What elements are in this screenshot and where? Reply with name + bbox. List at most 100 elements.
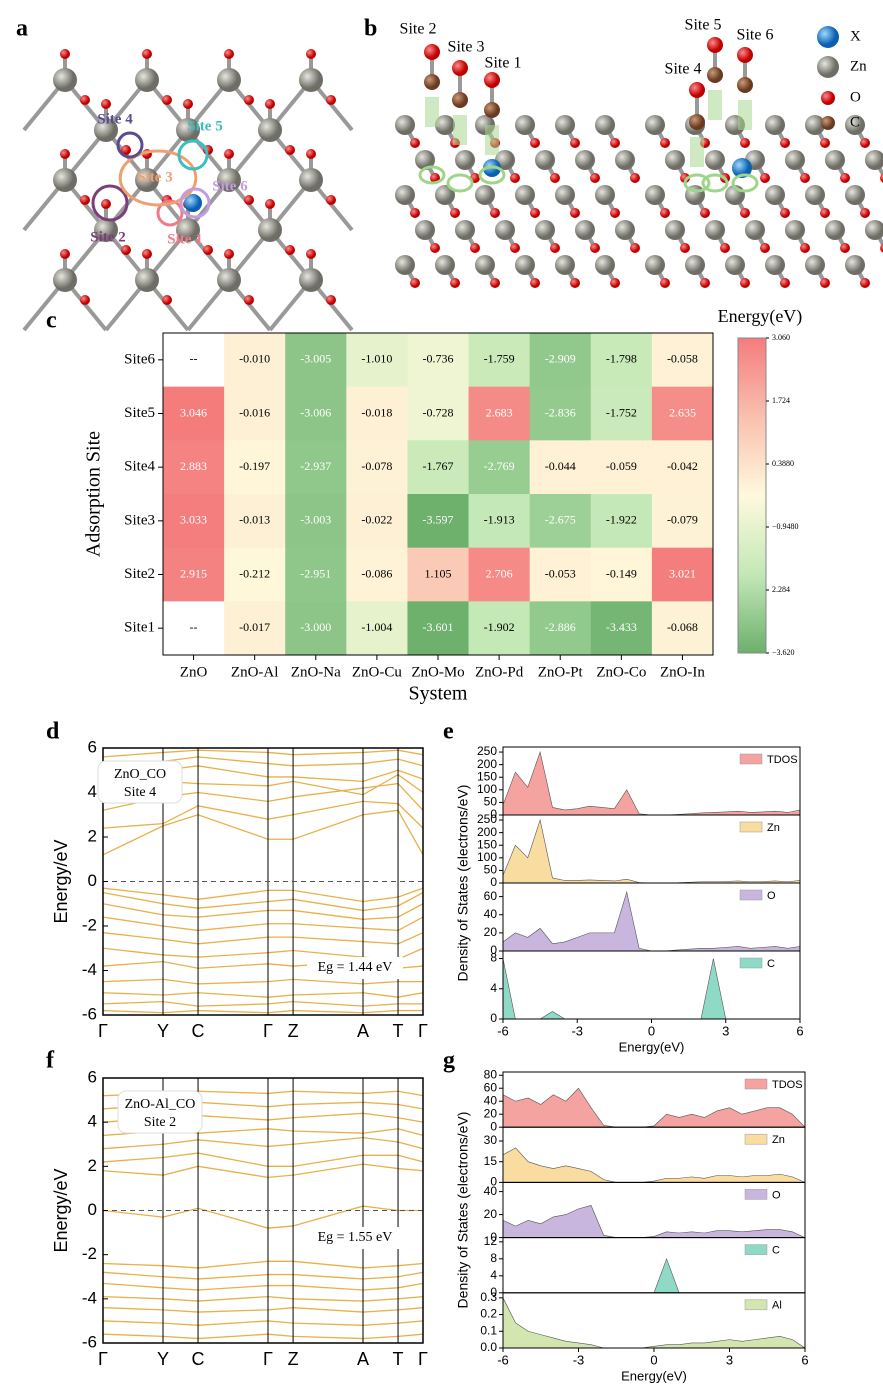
heat-cell [407, 386, 470, 441]
band [102, 1000, 423, 1007]
gap-label: Eg = 1.44 eV [318, 960, 393, 975]
atom [510, 243, 520, 253]
atom [820, 278, 830, 288]
heat-cell [529, 333, 592, 388]
cell-label: -0.016 [239, 405, 270, 419]
atom [737, 77, 753, 93]
atom [720, 243, 730, 253]
x-tick-label: ZnO-Cu [352, 664, 402, 680]
heat-cell [529, 494, 592, 549]
atom [805, 185, 825, 205]
y-tick-label: 100 [477, 850, 497, 864]
y-tick-label: 0.1 [480, 1323, 497, 1337]
x-tick-label: T [393, 1349, 404, 1369]
atom [224, 149, 234, 159]
site-label: Site 6 [212, 178, 248, 194]
y-tick-label: 8 [490, 951, 497, 965]
atom [410, 138, 420, 148]
heat-cell [529, 440, 592, 495]
cell-label: -2.909 [545, 352, 576, 366]
heat-cell [468, 547, 531, 602]
legend-label: Al [772, 1300, 782, 1312]
atom [142, 49, 152, 59]
atom [452, 60, 468, 76]
atom [825, 150, 845, 170]
x-tick-label: ZnO-Mo [411, 664, 464, 680]
atom [135, 268, 159, 292]
y-tick-label: 6 [88, 1067, 97, 1086]
x-axis-title: Energy(eV) [619, 1039, 685, 1054]
y-tick-label: 40 [484, 907, 498, 921]
y-tick-label: 0 [88, 871, 97, 890]
cell-label: -0.079 [667, 513, 698, 527]
legend-label: TDOS [767, 754, 798, 766]
atom [570, 278, 580, 288]
y-tick-label: 30 [484, 1133, 498, 1147]
heat-cell [468, 386, 531, 441]
legend-label: C [850, 114, 860, 130]
band [102, 887, 424, 903]
atom [203, 245, 213, 255]
atom [452, 92, 468, 108]
cell-label: -2.836 [545, 405, 576, 419]
atom [821, 91, 835, 105]
band [102, 749, 424, 758]
legend-swatch [744, 1133, 768, 1145]
y-tick-label: 0 [490, 875, 497, 889]
site-label: Site 4 [665, 61, 702, 78]
y-tick-label: -6 [82, 1332, 97, 1351]
colorbar-tick-label: −0.9480 [772, 522, 799, 531]
x-tick-label: ZnO-Na [291, 664, 341, 680]
atom [550, 243, 560, 253]
y-tick-label: 0 [88, 1200, 97, 1219]
annotation-box [117, 1090, 203, 1134]
cell-label: -1.010 [361, 352, 392, 366]
atom [665, 150, 685, 170]
colorbar [737, 337, 767, 654]
band [102, 916, 424, 932]
band [102, 932, 424, 945]
band [102, 1205, 423, 1229]
heat-cell [407, 440, 470, 495]
atom [800, 173, 810, 183]
band [102, 1295, 424, 1302]
atom [495, 220, 515, 240]
y-tick-label: Site1 [124, 620, 155, 636]
atom [845, 255, 865, 275]
x-tick-label: ZnO-Co [596, 664, 646, 680]
atom [840, 173, 850, 183]
atom [244, 195, 254, 205]
y-tick-label: -4 [82, 1288, 97, 1307]
atom [845, 185, 865, 205]
y-tick-label: 100 [477, 782, 497, 796]
site-label: Site 5 [685, 17, 722, 34]
heat-cell [651, 440, 714, 495]
arrow [425, 97, 439, 127]
panel-letter: a [16, 16, 28, 42]
heat-cell [163, 333, 225, 388]
atom [680, 243, 690, 253]
site-ring [418, 165, 446, 185]
atom [630, 173, 640, 183]
heat-cell [407, 547, 470, 602]
heat-cell [651, 547, 714, 602]
atom [665, 220, 685, 240]
cell-label: -2.937 [300, 459, 331, 473]
y-tick-label: 40 [484, 1184, 498, 1198]
heat-cell [224, 547, 286, 602]
cell-label: 2.883 [180, 459, 207, 473]
heat-cell [590, 601, 653, 656]
atom [121, 145, 131, 155]
plot-frame [102, 747, 424, 1016]
atom [645, 115, 665, 135]
site-ring [118, 149, 198, 207]
x-tick-label: ZnO-In [660, 664, 705, 680]
x-tick-label: 3 [722, 1023, 729, 1038]
x-tick-label: C [192, 1349, 205, 1369]
cell-label: -1.922 [606, 513, 637, 527]
cell-label: 2.915 [180, 566, 207, 580]
heat-cell [590, 547, 653, 602]
atom [825, 220, 845, 240]
atom [860, 138, 870, 148]
heat-cell [651, 333, 714, 388]
